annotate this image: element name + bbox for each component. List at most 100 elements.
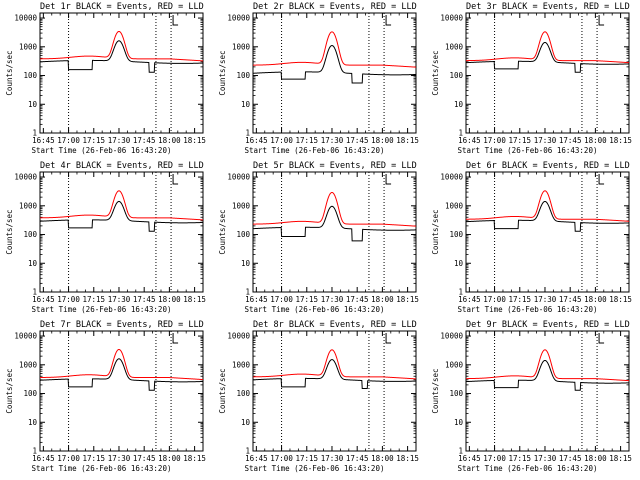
series-events-line xyxy=(465,41,630,73)
x-tick-label: 16:45 xyxy=(32,136,55,145)
x-axis-label: Start Time (26-Feb-06 16:43:20) xyxy=(458,464,598,473)
series-events-line xyxy=(252,45,417,84)
x-tick-label: 18:15 xyxy=(396,136,419,145)
y-tick-label: 10000 xyxy=(14,173,37,182)
x-tick-label: 18:15 xyxy=(396,295,419,304)
series-lld-line xyxy=(39,30,204,62)
x-tick-label: 17:15 xyxy=(295,136,318,145)
x-tick-label: 17:00 xyxy=(57,136,80,145)
y-tick-label: 10 xyxy=(454,100,464,109)
x-tick-label: 18:00 xyxy=(158,295,181,304)
x-tick-label: 18:15 xyxy=(609,454,632,463)
x-tick-label: 16:45 xyxy=(32,295,55,304)
x-tick-label: 18:15 xyxy=(183,295,206,304)
plot-frame xyxy=(39,12,204,134)
x-axis-label: Start Time (26-Feb-06 16:43:20) xyxy=(32,305,172,314)
panel-title: Det 6r BLACK = Events, RED = LLD xyxy=(466,161,630,171)
x-axis-label: Start Time (26-Feb-06 16:43:20) xyxy=(458,305,598,314)
y-tick-label: 10000 xyxy=(227,332,250,341)
x-tick-label: 17:30 xyxy=(108,454,131,463)
y-tick-label: 10000 xyxy=(440,173,463,182)
y-tick-label: 100 xyxy=(449,230,463,239)
x-tick-label: 18:00 xyxy=(371,295,394,304)
panel-title: Det 2r BLACK = Events, RED = LLD xyxy=(253,2,417,12)
interval-bracket xyxy=(172,333,179,344)
x-tick-label: 17:45 xyxy=(346,295,369,304)
y-tick-label: 10000 xyxy=(440,14,463,23)
panel-det-9: Det 9r BLACK = Events, RED = LLD 1 10 100 10… xyxy=(431,320,632,473)
panel-det-5: Det 5r BLACK = Events, RED = LLD 1 10 100 10… xyxy=(218,161,419,314)
x-tick-label: 18:00 xyxy=(584,454,607,463)
x-tick-label: 17:45 xyxy=(346,136,369,145)
x-tick-label: 17:15 xyxy=(508,136,531,145)
y-tick-label: 10 xyxy=(241,100,251,109)
series-events-line xyxy=(39,40,204,73)
x-axis-label: Start Time (26-Feb-06 16:43:20) xyxy=(32,146,172,155)
y-tick-label: 100 xyxy=(23,230,37,239)
y-tick-label: 1000 xyxy=(232,360,251,369)
y-tick-label: 1 xyxy=(458,129,463,138)
panel-title: Det 5r BLACK = Events, RED = LLD xyxy=(253,161,417,171)
y-tick-label: 10 xyxy=(241,259,251,268)
x-tick-label: 17:30 xyxy=(534,136,557,145)
panel-det-4: Det 4r BLACK = Events, RED = LLD 1 10 100 10… xyxy=(5,161,206,314)
x-tick-label: 18:15 xyxy=(396,454,419,463)
y-tick-label: 1 xyxy=(32,447,37,456)
plot-frame xyxy=(252,171,417,293)
x-tick-label: 17:00 xyxy=(57,295,80,304)
y-tick-label: 100 xyxy=(236,71,250,80)
y-tick-label: 10 xyxy=(28,259,38,268)
x-axis-label: Start Time (26-Feb-06 16:43:20) xyxy=(245,464,385,473)
plot-frame xyxy=(39,171,204,293)
interval-bracket xyxy=(172,174,179,185)
series-events-line xyxy=(39,358,204,391)
panel-title: Det 1r BLACK = Events, RED = LLD xyxy=(40,2,204,12)
series-events-line xyxy=(252,359,417,389)
y-tick-label: 10000 xyxy=(14,332,37,341)
x-tick-label: 17:15 xyxy=(82,295,105,304)
x-tick-label: 17:00 xyxy=(270,454,293,463)
x-tick-label: 16:45 xyxy=(245,136,268,145)
y-axis-label: Counts/sec xyxy=(218,209,227,254)
plot-frame xyxy=(252,330,417,452)
y-tick-label: 100 xyxy=(449,71,463,80)
x-tick-label: 17:00 xyxy=(483,136,506,145)
x-tick-label: 16:45 xyxy=(458,136,481,145)
interval-bracket xyxy=(385,15,392,26)
y-axis-label: Counts/sec xyxy=(431,50,440,95)
interval-bracket xyxy=(598,15,605,26)
x-tick-label: 17:45 xyxy=(133,136,156,145)
x-tick-label: 16:45 xyxy=(458,454,481,463)
y-tick-label: 1 xyxy=(32,129,37,138)
y-tick-label: 1 xyxy=(245,447,250,456)
y-tick-label: 1000 xyxy=(445,201,464,210)
y-axis-label: Counts/sec xyxy=(5,368,14,413)
plot-frame xyxy=(465,171,630,293)
x-tick-label: 18:15 xyxy=(609,295,632,304)
y-axis-label: Counts/sec xyxy=(218,50,227,95)
y-tick-label: 100 xyxy=(449,389,463,398)
y-axis-label: Counts/sec xyxy=(431,209,440,254)
x-tick-label: 17:45 xyxy=(346,454,369,463)
x-tick-label: 17:15 xyxy=(82,136,105,145)
series-lld-line xyxy=(253,31,417,68)
y-axis-label: Counts/sec xyxy=(5,209,14,254)
x-tick-label: 18:00 xyxy=(371,136,394,145)
x-axis-label: Start Time (26-Feb-06 16:43:20) xyxy=(32,464,172,473)
x-tick-label: 17:00 xyxy=(57,454,80,463)
x-axis-label: Start Time (26-Feb-06 16:43:20) xyxy=(245,305,385,314)
panel-title: Det 9r BLACK = Events, RED = LLD xyxy=(466,320,630,330)
plot-frame xyxy=(39,330,204,452)
x-tick-label: 17:45 xyxy=(559,136,582,145)
y-tick-label: 10 xyxy=(28,100,38,109)
x-tick-label: 17:30 xyxy=(321,454,344,463)
series-lld-line xyxy=(465,349,630,382)
series-lld-line xyxy=(465,31,630,64)
series-events-line xyxy=(39,200,204,232)
series-lld-line xyxy=(40,348,204,381)
x-tick-label: 17:15 xyxy=(295,454,318,463)
panel-title: Det 3r BLACK = Events, RED = LLD xyxy=(466,2,630,12)
x-tick-label: 18:00 xyxy=(158,454,181,463)
x-tick-label: 17:15 xyxy=(82,454,105,463)
x-tick-label: 18:15 xyxy=(609,136,632,145)
